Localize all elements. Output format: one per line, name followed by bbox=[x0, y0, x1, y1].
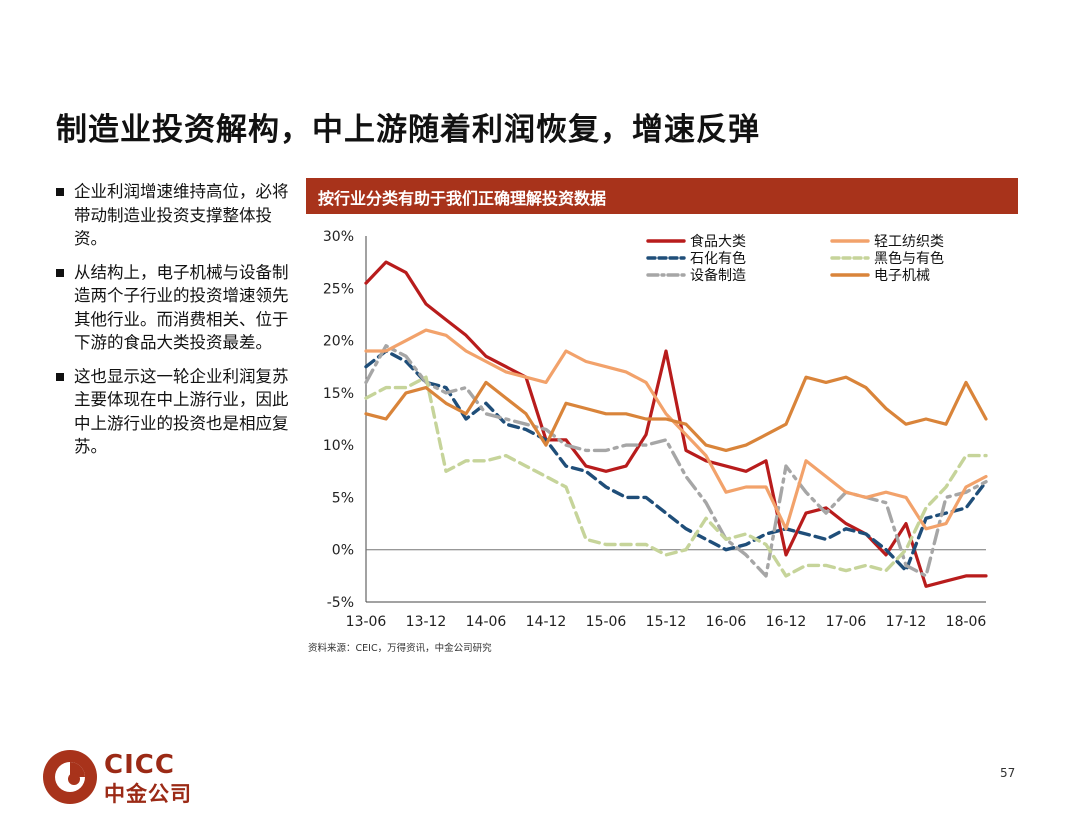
bullet-text: 从结构上，电子机械与设备制造两个子行业的投资增速领先其他行业。而消费相关、位于下… bbox=[74, 262, 289, 353]
chart-banner: 按行业分类有助于我们正确理解投资数据 bbox=[306, 178, 1018, 214]
bullet-square-icon bbox=[56, 268, 64, 277]
legend-label: 食品大类 bbox=[690, 233, 746, 250]
bullet-item: 从结构上，电子机械与设备制造两个子行业的投资增速领先其他行业。而消费相关、位于下… bbox=[56, 261, 296, 355]
y-tick-label: 20% bbox=[323, 334, 354, 350]
series-line bbox=[364, 375, 988, 578]
chart-banner-text: 按行业分类有助于我们正确理解投资数据 bbox=[318, 189, 607, 208]
x-tick-label: 13-06 bbox=[346, 614, 387, 630]
legend-label: 轻工纺织类 bbox=[874, 234, 944, 250]
legend-label: 黑色与有色 bbox=[874, 250, 944, 267]
legend-label: 石化有色 bbox=[690, 250, 746, 267]
series-line bbox=[364, 375, 988, 452]
logo-text-cn: 中金公司 bbox=[104, 782, 192, 806]
logo-text-en: CICC bbox=[104, 750, 175, 780]
bullet-list: 企业利润增速维持高位，必将带动制造业投资支撑整体投资。 从结构上，电子机械与设备… bbox=[56, 180, 296, 469]
x-tick-label: 15-12 bbox=[646, 614, 687, 630]
bullet-square-icon bbox=[56, 372, 64, 381]
bullet-text: 这也显示这一轮企业利润复苏主要体现在中上游行业，因此中上游行业的投资也是相应复苏… bbox=[74, 366, 289, 457]
x-tick-label: 17-06 bbox=[826, 614, 867, 630]
series-line bbox=[364, 260, 988, 588]
y-tick-label: 10% bbox=[323, 438, 354, 454]
series-line bbox=[364, 344, 988, 578]
x-tick-label: 14-06 bbox=[466, 614, 507, 630]
x-tick-label: 17-12 bbox=[886, 614, 927, 630]
source-note: 资料来源：CEIC，万得资讯，中金公司研究 bbox=[308, 643, 492, 654]
x-tick-label: 18-06 bbox=[946, 614, 987, 630]
x-tick-label: 14-12 bbox=[526, 614, 567, 630]
page-number: 57 bbox=[1000, 766, 1016, 780]
y-tick-label: 30% bbox=[323, 229, 354, 245]
bullet-text: 企业利润增速维持高位，必将带动制造业投资支撑整体投资。 bbox=[74, 182, 289, 248]
series-line bbox=[364, 328, 988, 531]
y-tick-label: 15% bbox=[323, 386, 354, 402]
bullet-square-icon bbox=[56, 188, 64, 196]
line-chart: 30% 25% 20% 15% 10% 5% 0% -5% 13-06 13-12 14-06 14-… bbox=[323, 229, 988, 630]
y-tick-label: -5% bbox=[327, 595, 354, 611]
y-tick-label: 25% bbox=[323, 281, 354, 297]
x-tick-label: 15-06 bbox=[586, 614, 627, 630]
x-tick-label: 16-12 bbox=[766, 614, 807, 630]
x-tick-label: 16-06 bbox=[706, 614, 747, 630]
slide-title: 制造业投资解构，中上游随着利润恢复，增速反弹 bbox=[56, 112, 760, 148]
bullet-item: 这也显示这一轮企业利润复苏主要体现在中上游行业，因此中上游行业的投资也是相应复苏… bbox=[56, 365, 296, 459]
bullet-item: 企业利润增速维持高位，必将带动制造业投资支撑整体投资。 bbox=[56, 180, 296, 251]
x-tick-label: 13-12 bbox=[406, 614, 447, 630]
series-line bbox=[364, 349, 988, 573]
cicc-logo-icon bbox=[43, 750, 97, 804]
y-tick-label: 0% bbox=[332, 543, 354, 559]
legend-label: 电子机械 bbox=[874, 268, 930, 284]
legend-label: 设备制造 bbox=[690, 267, 746, 284]
y-tick-label: 5% bbox=[332, 490, 354, 506]
